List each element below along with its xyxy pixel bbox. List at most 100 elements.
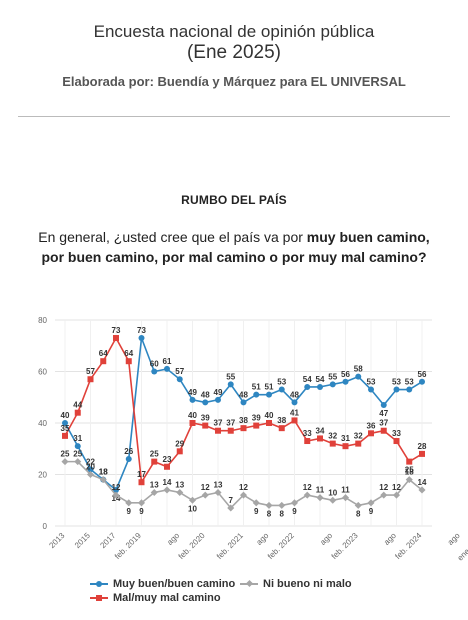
data-label: 57 — [175, 367, 184, 376]
data-point — [125, 456, 132, 463]
data-label: 53 — [367, 378, 376, 387]
byline: Elaborada por: Buendía y Márquez para EL… — [62, 74, 406, 89]
data-point — [62, 420, 68, 426]
data-label: 18 — [99, 468, 108, 477]
x-tick-label: ago — [318, 531, 334, 547]
data-label: 73 — [112, 326, 121, 335]
data-label: 25 — [61, 450, 70, 459]
data-label: 38 — [277, 416, 286, 425]
data-label: 73 — [137, 326, 146, 335]
data-label: 40 — [265, 411, 274, 420]
x-tick-label: 2013 — [47, 531, 66, 550]
data-label: 39 — [201, 414, 210, 423]
y-tick-label: 20 — [38, 471, 47, 480]
legend-label: Mal/muy mal camino — [113, 592, 221, 604]
data-label: 54 — [303, 375, 312, 384]
data-point — [252, 499, 260, 507]
legend-item-muy-buen[interactable]: Muy buen/buen camino — [90, 578, 235, 590]
question-text-plain: En general, ¿usted cree que el país va p… — [38, 229, 307, 245]
y-tick-label: 60 — [38, 368, 47, 377]
data-label: 13 — [150, 481, 159, 490]
data-point — [61, 458, 69, 466]
data-label: 51 — [265, 383, 274, 392]
legend-swatch-red — [90, 594, 108, 602]
data-point — [163, 486, 171, 494]
data-point — [392, 491, 401, 499]
x-tick-label: ago — [446, 531, 462, 547]
data-label: 58 — [354, 365, 363, 374]
data-label: 48 — [290, 390, 299, 399]
data-point — [215, 396, 221, 403]
data-point — [176, 376, 183, 383]
data-point — [125, 358, 132, 365]
data-label: 48 — [239, 390, 248, 399]
data-point — [253, 391, 260, 398]
data-point — [266, 391, 272, 398]
legend-item-ni-bueno[interactable]: Ni bueno ni malo — [240, 578, 352, 590]
data-point — [86, 470, 95, 479]
x-tick-label: 2015 — [73, 531, 92, 550]
data-point — [151, 458, 158, 465]
data-label: 14 — [418, 478, 427, 487]
data-point — [406, 458, 413, 465]
data-label: 40 — [61, 411, 70, 420]
data-point — [380, 491, 388, 499]
y-tick-label: 80 — [38, 316, 47, 325]
data-point — [214, 488, 222, 497]
data-point — [202, 399, 209, 406]
data-point — [290, 499, 299, 507]
data-label: 12 — [112, 483, 121, 492]
data-label: 41 — [290, 408, 299, 417]
data-label: 12 — [303, 483, 312, 492]
data-label: 25 — [405, 466, 414, 475]
data-label: 25 — [73, 450, 82, 459]
data-label: 53 — [277, 378, 286, 387]
data-label: 54 — [316, 375, 325, 384]
data-label: 14 — [112, 494, 121, 503]
data-point — [329, 381, 336, 388]
data-point — [317, 435, 323, 442]
data-point — [74, 409, 81, 416]
data-point — [253, 422, 260, 429]
data-point — [164, 365, 170, 372]
data-point — [342, 378, 349, 385]
data-point — [188, 496, 197, 504]
y-tick-label: 0 — [43, 522, 48, 531]
data-point — [150, 488, 158, 497]
data-label: 8 — [267, 509, 272, 518]
data-label: 49 — [188, 388, 197, 397]
data-label: 12 — [239, 483, 248, 492]
data-label: 55 — [328, 372, 337, 381]
data-label: 53 — [392, 378, 401, 387]
legend-label: Ni bueno ni malo — [263, 578, 352, 590]
data-point — [113, 335, 119, 342]
legend-swatch-blue — [90, 580, 108, 588]
y-tick-label: 40 — [38, 419, 47, 428]
data-label: 37 — [214, 419, 223, 428]
data-point — [151, 368, 158, 375]
section-title: RUMBO DEL PAÍS — [181, 193, 287, 207]
legend-label: Muy buen/buen camino — [113, 578, 236, 590]
data-point — [368, 430, 374, 437]
data-label: 48 — [201, 390, 210, 399]
data-point — [278, 501, 286, 509]
data-label: 11 — [316, 486, 325, 495]
data-label: 31 — [73, 434, 82, 443]
data-label: 12 — [201, 483, 210, 492]
data-label: 35 — [61, 424, 70, 433]
data-point — [291, 399, 298, 406]
data-label: 11 — [341, 486, 350, 495]
data-label: 61 — [163, 357, 172, 366]
data-label: 17 — [137, 470, 146, 479]
data-label: 23 — [163, 455, 172, 464]
data-label: 44 — [73, 401, 82, 410]
data-point — [113, 486, 119, 493]
data-point — [227, 504, 235, 512]
data-point — [266, 420, 272, 426]
data-point — [74, 443, 81, 450]
data-label: 25 — [150, 450, 159, 459]
data-label: 26 — [124, 447, 133, 456]
legend-item-mal[interactable]: Mal/muy mal camino — [90, 592, 221, 604]
data-point — [342, 443, 349, 450]
